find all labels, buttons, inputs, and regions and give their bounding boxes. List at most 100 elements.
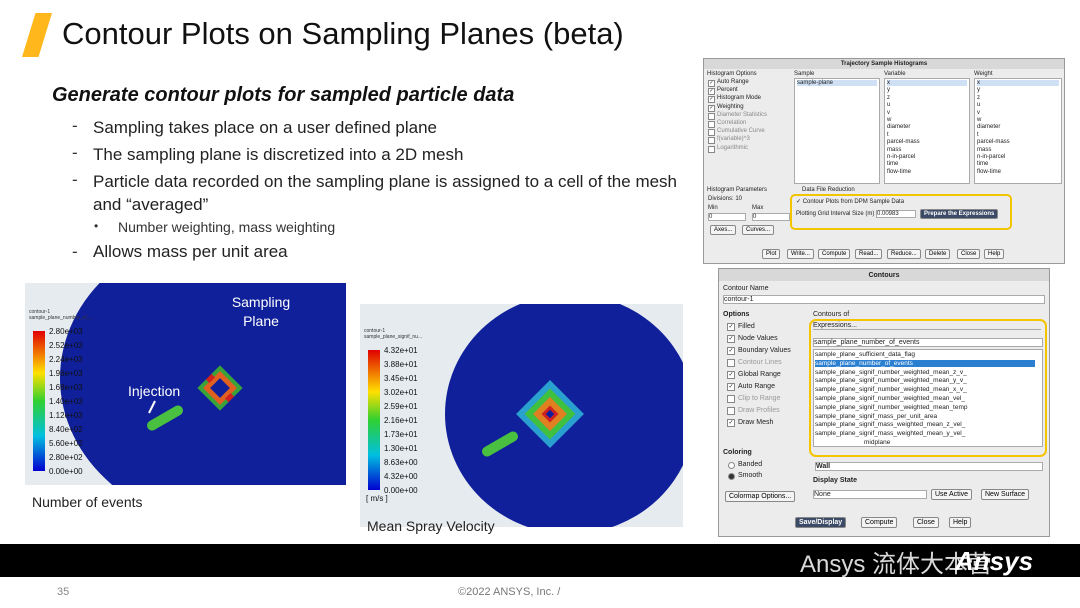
- arrow: [148, 400, 156, 414]
- list-item: diameter: [977, 124, 1001, 131]
- option-label: Clip to Range: [738, 395, 781, 402]
- bullet: The sampling plane is discretized into a…: [93, 145, 464, 164]
- title-bar: [719, 269, 1049, 281]
- bullet-dash: -: [72, 143, 78, 162]
- button[interactable]: Plot: [762, 249, 781, 259]
- list-item: v: [977, 109, 980, 116]
- list-item: sample_plane_signif_mass_per_unit_area: [815, 412, 938, 420]
- checkbox: ✓: [727, 419, 735, 427]
- list-item: t: [977, 131, 979, 138]
- button[interactable]: Axes...: [710, 225, 737, 235]
- option-label: Weighting: [717, 103, 744, 110]
- option-label: Draw Profiles: [738, 407, 780, 414]
- checkbox: [727, 407, 735, 415]
- option-label: Percent: [717, 87, 738, 94]
- group-label: Coloring: [723, 449, 752, 456]
- column-header: Variable: [884, 71, 906, 77]
- legend-label: 2.80e+02: [49, 453, 83, 462]
- contour-graphic: [33, 283, 346, 485]
- list-item: Wall: [815, 462, 1043, 471]
- list-item: z: [977, 94, 980, 101]
- legend-label: 2.59e+01: [384, 402, 418, 411]
- legend-label: 0.00e+00: [384, 486, 418, 495]
- list-item: diameter: [887, 124, 911, 131]
- legend-label: 4.32e+01: [384, 346, 418, 355]
- group-label: Histogram Parameters: [707, 187, 768, 193]
- button[interactable]: Compute: [818, 249, 851, 259]
- option-label: Node Values: [738, 335, 778, 342]
- colorbar: [33, 331, 45, 471]
- option-label: Auto Range: [738, 383, 775, 390]
- injection-label: Injection: [128, 383, 181, 399]
- checkbox: [708, 129, 715, 137]
- radio-label: Smooth: [738, 472, 763, 479]
- dropdown: None: [813, 490, 927, 499]
- list-item: midplane: [864, 439, 891, 446]
- colorbar: [368, 350, 380, 490]
- button[interactable]: Close: [913, 517, 939, 528]
- watermark: Ansys 流体大本营: [800, 551, 993, 578]
- injector: [147, 405, 183, 431]
- bullet: Sampling takes place on a user defined p…: [93, 118, 438, 137]
- button[interactable]: Curves...: [742, 225, 775, 235]
- list-item: sample-plane: [797, 80, 877, 86]
- option-label: Cumulative Curve: [717, 128, 765, 135]
- page-number: 35: [57, 586, 70, 598]
- list-item: sample_plane_signif_number_weighted_mean…: [815, 368, 967, 376]
- sub-bullet-dot: •: [94, 219, 99, 233]
- contours-dialog: Contours Contour Name contour-1 Options ✓ Fil…: [718, 268, 1050, 537]
- column-header: Sample: [794, 71, 815, 77]
- button[interactable]: New Surface: [981, 489, 1030, 500]
- legend-label: 5.60e+02: [49, 439, 83, 448]
- radio: [728, 473, 735, 480]
- list-item: sample_plane_signif_number_weighted_mean…: [815, 377, 967, 385]
- field-label: Plotting Grid Interval Size (m): [796, 211, 875, 217]
- checkbox: ✓: [708, 80, 715, 87]
- list-item: sample_plane_signif_mass_weighted_mean_y…: [815, 430, 966, 438]
- checkbox: ✓: [708, 88, 715, 96]
- checkbox: [727, 359, 735, 367]
- list-item: n-in-parcel: [887, 154, 916, 160]
- button[interactable]: Read...: [855, 249, 883, 259]
- list-item: w: [977, 117, 982, 123]
- listbox: x y z u v w diameter t parcel-mass mass n-in-parce…: [884, 78, 970, 184]
- bullet: Particle data recorded on the sampling p…: [93, 172, 678, 214]
- contour-image-velocity: contour-1 sample_plane_signif_nu... 4.32e+…: [360, 304, 683, 527]
- button[interactable]: Help: [984, 249, 1005, 259]
- button[interactable]: Save/Display: [795, 517, 847, 528]
- list-item: z: [887, 94, 890, 101]
- sub-bullet: Number weighting, mass weighting: [118, 219, 336, 235]
- button[interactable]: Delete: [925, 249, 951, 259]
- button[interactable]: Reduce...: [887, 249, 921, 259]
- button[interactable]: Colormap Options...: [725, 491, 796, 502]
- dropdown: sample_plane_number_of_events: [813, 338, 1043, 347]
- prepare-button[interactable]: Prepare the Expressions: [920, 209, 999, 219]
- checkbox: [708, 137, 715, 145]
- legend-title: contour-1: [364, 328, 386, 334]
- legend-label: 1.68e+03: [49, 383, 83, 392]
- list-item: time: [887, 161, 899, 168]
- legend-label: 8.63e+00: [384, 458, 418, 467]
- list-item: n-in-parcel: [977, 154, 1006, 160]
- dialog-title: Trajectory Sample Histograms: [840, 61, 928, 67]
- legend-label: 2.52e+03: [49, 341, 83, 350]
- list-item: u: [887, 102, 891, 109]
- legend-label: 1.96e+03: [49, 369, 83, 378]
- button[interactable]: Use Active: [931, 489, 973, 500]
- list-item: mass: [977, 146, 992, 153]
- button[interactable]: Write...: [787, 249, 814, 259]
- highlight: [809, 319, 1047, 457]
- histogram-dialog: Trajectory Sample Histograms Histogram Op…: [703, 58, 1065, 264]
- caption: Mean Spray Velocity: [367, 518, 495, 534]
- button[interactable]: Close: [957, 249, 981, 259]
- list-item: sample_plane_signif_number_weighted_mean…: [815, 403, 968, 411]
- list-item: sample_plane_signif_number_weighted_mean…: [815, 395, 965, 402]
- checkbox: ✓: [727, 347, 735, 355]
- field: 0: [708, 213, 746, 221]
- button[interactable]: Compute: [861, 517, 898, 528]
- button[interactable]: Help: [949, 517, 972, 528]
- list-item: y: [977, 87, 980, 94]
- list-item: x: [887, 80, 967, 86]
- field-label: Min: [708, 205, 718, 211]
